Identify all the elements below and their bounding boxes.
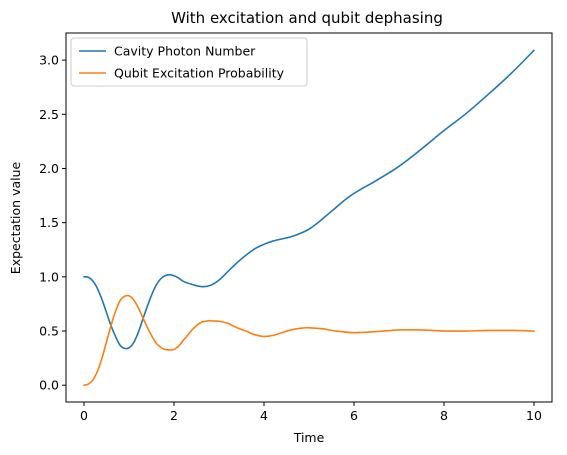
legend-label: Qubit Excitation Probability — [114, 66, 285, 81]
x-tick-label: 4 — [260, 408, 268, 423]
legend-box — [70, 37, 308, 87]
x-tick-label: 2 — [170, 408, 178, 423]
plot-area — [83, 49, 535, 386]
x-tick-label: 8 — [440, 408, 448, 423]
x-tick-label: 0 — [80, 408, 88, 423]
series-line-qubit-excitation-probability — [83, 294, 535, 386]
y-tick-label: 1.5 — [39, 215, 59, 230]
x-axis-label: Time — [293, 430, 325, 445]
y-tick-label: 0.5 — [39, 324, 59, 339]
y-tick-label: 1.0 — [39, 269, 59, 284]
chart-title: With excitation and qubit dephasing — [171, 9, 443, 27]
series-line-cavity-photon-number — [83, 49, 535, 350]
y-axis-label: Expectation value — [8, 161, 23, 274]
y-tick-label: 2.0 — [39, 161, 59, 176]
y-tick-label: 0.0 — [39, 378, 59, 393]
x-axis: 0 2 4 6 8 10 — [80, 402, 542, 423]
plot-frame — [65, 32, 553, 403]
legend: Cavity Photon Number Qubit Excitation Pro… — [70, 37, 308, 87]
y-axis: 0.0 0.5 1.0 1.5 2.0 2.5 3.0 — [39, 53, 66, 393]
legend-label: Cavity Photon Number — [114, 44, 256, 59]
x-tick-label: 10 — [526, 408, 542, 423]
y-tick-label: 3.0 — [39, 53, 59, 68]
y-tick-label: 2.5 — [39, 107, 59, 122]
x-tick-label: 6 — [350, 408, 358, 423]
